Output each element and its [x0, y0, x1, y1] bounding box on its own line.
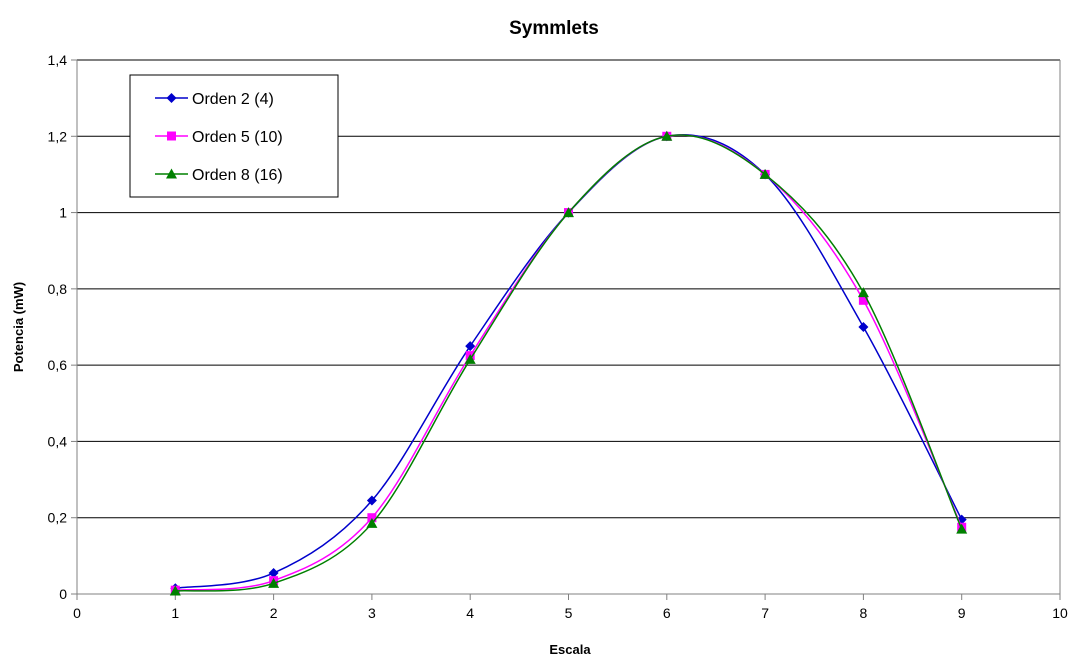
x-tick-label: 3 [368, 605, 376, 621]
legend-marker [166, 168, 177, 179]
x-tick-label: 7 [761, 605, 769, 621]
data-point [465, 341, 476, 352]
x-axis-title: Escala [549, 642, 591, 657]
data-point [464, 353, 476, 364]
series-2 [170, 131, 967, 595]
x-tick-label: 9 [958, 605, 966, 621]
legend-label: Orden 2 (4) [192, 91, 274, 108]
legend-marker [166, 93, 177, 103]
series-lines [169, 130, 968, 596]
legend-item: Orden 8 (16) [155, 167, 283, 184]
axes [71, 59, 1061, 600]
y-tick-label: 1,4 [48, 52, 68, 68]
data-point [858, 322, 869, 332]
data-point [366, 495, 377, 506]
legend-marker [167, 131, 176, 141]
x-axis-ticks: 0 1 2 3 4 5 6 7 8 9 10 [73, 605, 1068, 621]
x-tick-label: 1 [171, 605, 179, 621]
data-point [858, 295, 868, 305]
y-tick-label: 0,6 [48, 357, 68, 373]
legend-label: Orden 8 (16) [192, 167, 283, 184]
legend-label: Orden 5 (10) [192, 129, 283, 146]
y-tick-label: 0,2 [48, 510, 68, 526]
data-point [268, 568, 279, 579]
data-point [268, 577, 280, 588]
series-3 [169, 130, 968, 596]
data-point [857, 287, 869, 298]
series-line [175, 134, 963, 591]
series-line [175, 134, 963, 592]
x-tick-label: 6 [663, 605, 671, 621]
y-axis-ticks: 0 0,2 0,4 0,6 0,8 1 1,2 1,4 [48, 52, 68, 602]
data-point [759, 168, 771, 179]
y-tick-label: 1 [59, 205, 67, 221]
y-tick-label: 0 [59, 586, 67, 602]
data-point [956, 523, 968, 534]
legend: Orden 2 (4) Orden 5 (10) Orden 8 (16) [129, 74, 339, 198]
series-1 [170, 131, 967, 594]
data-point [563, 207, 574, 218]
x-tick-label: 5 [565, 605, 573, 621]
y-axis-title: Potencia (mW) [11, 282, 26, 372]
x-tick-label: 0 [73, 605, 81, 621]
y-tick-label: 0,8 [48, 281, 68, 297]
data-point [661, 130, 673, 141]
series-line [175, 133, 963, 590]
chart-title: Symmlets [509, 18, 599, 39]
legend-item: Orden 5 (10) [155, 129, 283, 146]
x-tick-label: 4 [466, 605, 474, 621]
data-point [169, 585, 181, 596]
data-point [366, 517, 378, 528]
data-point [367, 513, 377, 523]
y-tick-label: 0,4 [48, 433, 68, 449]
y-tick-label: 1,2 [48, 128, 68, 144]
x-tick-label: 8 [860, 605, 868, 621]
x-tick-label: 10 [1052, 605, 1068, 621]
legend-item: Orden 2 (4) [155, 91, 274, 108]
x-tick-label: 2 [270, 605, 278, 621]
